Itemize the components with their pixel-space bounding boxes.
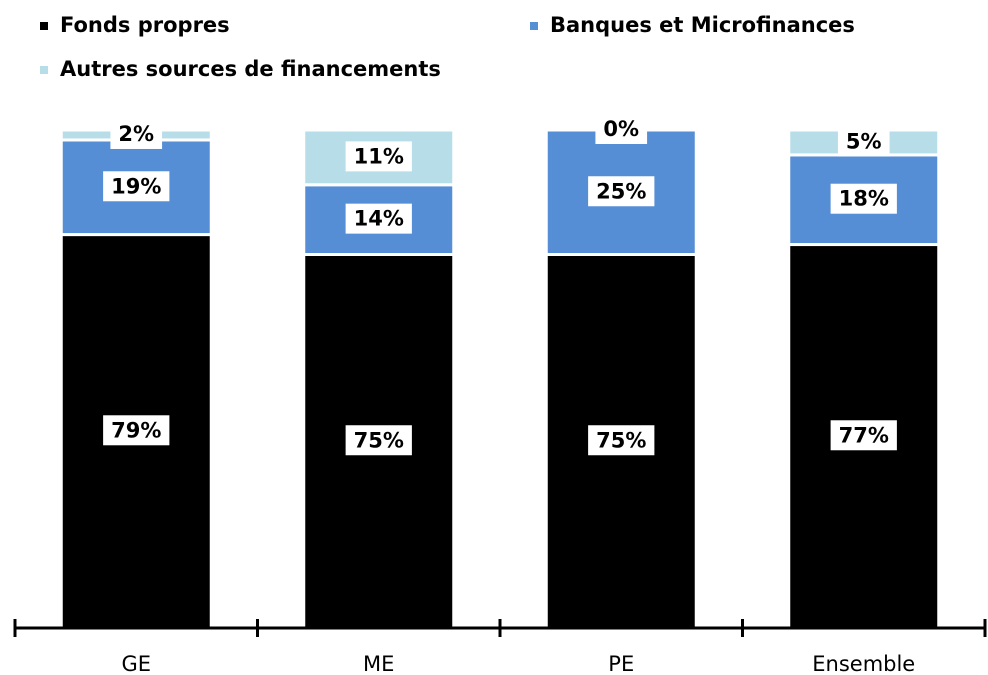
x-tick-label: PE [608, 652, 634, 675]
data-label: 25% [596, 179, 646, 203]
data-label-box [345, 203, 412, 234]
legend-swatch [40, 22, 48, 30]
data-label-box [345, 425, 412, 456]
data-label-box [588, 425, 655, 456]
data-label: 77% [839, 423, 889, 447]
legend-swatch [530, 22, 538, 30]
data-label: 75% [596, 428, 646, 452]
data-label: 75% [354, 428, 404, 452]
legend-label: Autres sources de financements [60, 57, 441, 81]
data-label-box [110, 118, 163, 149]
data-label: 79% [111, 418, 161, 442]
data-label-box [103, 415, 170, 446]
data-label-box [830, 420, 897, 451]
data-label: 5% [846, 129, 882, 153]
data-label: 2% [118, 122, 154, 146]
data-label-box [345, 141, 412, 172]
data-label-box [830, 183, 897, 214]
data-label-box [837, 126, 890, 157]
data-label: 19% [111, 174, 161, 198]
data-label: 11% [354, 144, 404, 168]
data-label-box [588, 176, 655, 207]
x-tick-label: Ensemble [812, 652, 915, 675]
data-label-box [595, 114, 648, 144]
legend-swatch [40, 66, 48, 74]
data-label: 18% [839, 187, 889, 211]
x-tick-label: ME [363, 652, 394, 675]
legend-label: Banques et Microfinances [550, 13, 855, 37]
data-label: 0% [603, 117, 639, 141]
data-label-box [103, 171, 170, 202]
data-label: 14% [354, 207, 404, 231]
legend-label: Fonds propres [60, 13, 230, 37]
x-tick-label: GE [121, 652, 151, 675]
